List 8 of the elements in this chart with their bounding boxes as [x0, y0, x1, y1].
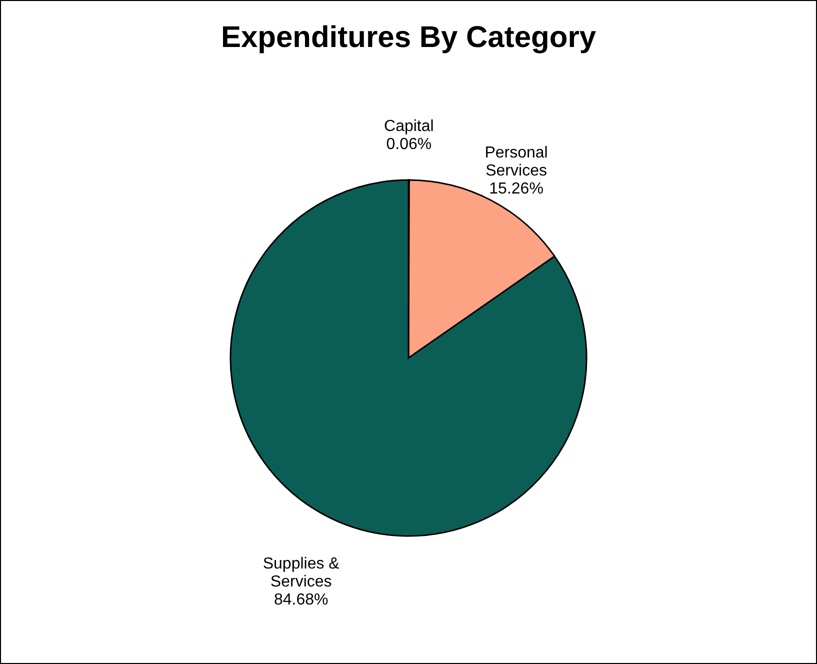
- slice-label: Capital: [384, 118, 434, 135]
- slice-label: Supplies & Services: [262, 556, 340, 591]
- data-label: 15.26%: [489, 180, 544, 198]
- chart-title: Expenditures By Category: [220, 21, 596, 54]
- data-label: 0.06%: [386, 136, 432, 153]
- pie-slice: [230, 179, 588, 537]
- slice-label: Personal Services: [484, 144, 548, 180]
- data-label: 84.68%: [274, 592, 328, 609]
